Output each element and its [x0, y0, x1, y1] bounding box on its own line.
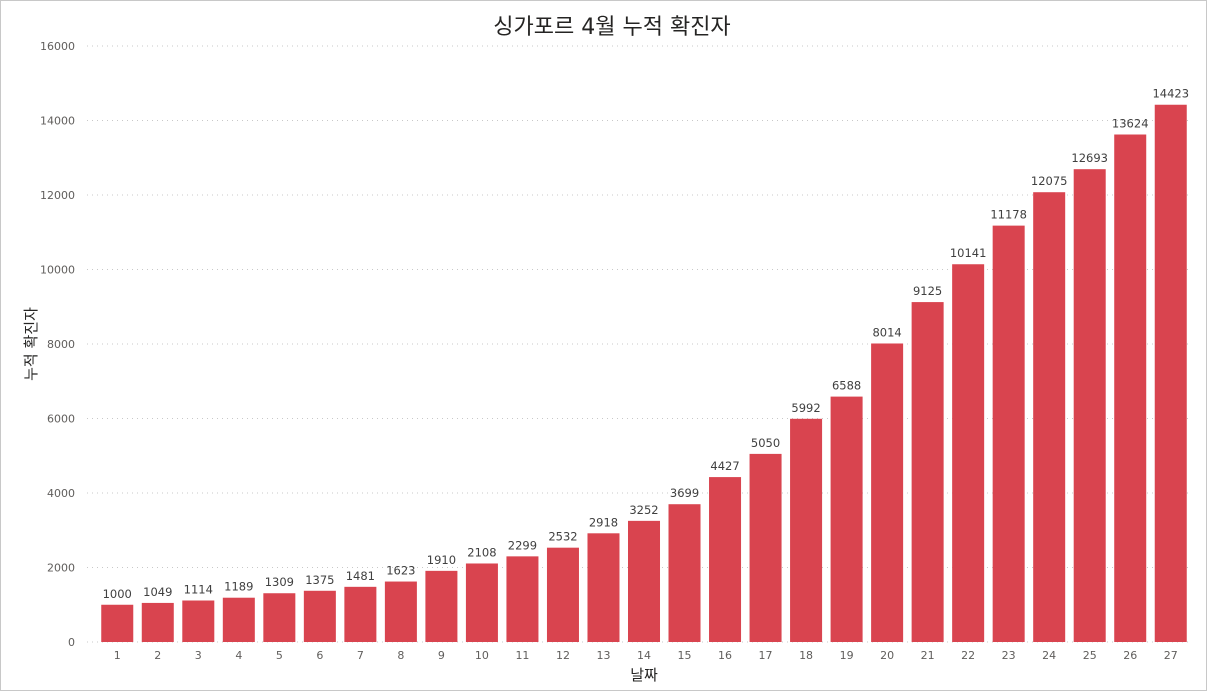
bar[interactable] — [587, 533, 620, 642]
x-tick-label: 2 — [154, 649, 161, 662]
data-label: 1309 — [265, 575, 294, 589]
x-tick-label: 27 — [1164, 649, 1178, 662]
data-label: 10141 — [950, 246, 987, 260]
data-label: 12693 — [1071, 151, 1108, 165]
bar[interactable] — [1033, 192, 1066, 642]
data-label: 2299 — [508, 538, 537, 552]
bar[interactable] — [182, 600, 215, 643]
data-label: 4427 — [710, 459, 739, 473]
bar[interactable] — [709, 477, 742, 642]
bar[interactable] — [101, 604, 134, 642]
x-tick-label: 9 — [438, 649, 445, 662]
y-tick-label: 0 — [68, 636, 75, 649]
data-label: 11178 — [990, 208, 1027, 222]
bar[interactable] — [141, 602, 174, 642]
y-tick-label: 14000 — [40, 115, 75, 128]
data-label: 1000 — [103, 587, 132, 601]
bar[interactable] — [506, 556, 539, 642]
bar[interactable] — [830, 396, 863, 642]
data-label: 1481 — [346, 569, 375, 583]
x-tick-label: 13 — [596, 649, 610, 662]
x-tick-label: 23 — [1002, 649, 1016, 662]
y-tick-label: 12000 — [40, 189, 75, 202]
bar[interactable] — [303, 590, 336, 642]
data-label: 14423 — [1152, 87, 1189, 101]
x-tick-label: 22 — [961, 649, 975, 662]
bar[interactable] — [425, 570, 458, 642]
data-label: 3699 — [670, 486, 699, 500]
data-label: 2108 — [467, 545, 496, 559]
bars — [101, 104, 1187, 643]
x-tick-label: 5 — [276, 649, 283, 662]
x-tick-label: 10 — [475, 649, 489, 662]
data-label: 1623 — [386, 564, 415, 578]
x-tick-label: 20 — [880, 649, 894, 662]
data-label: 1114 — [184, 583, 213, 597]
x-tick-label: 18 — [799, 649, 813, 662]
bar[interactable] — [222, 597, 255, 642]
data-label: 6588 — [832, 379, 861, 393]
data-label: 12075 — [1031, 174, 1068, 188]
bar[interactable] — [992, 225, 1025, 642]
chart-title: 싱가포르 4월 누적 확진자 — [493, 15, 730, 40]
data-label: 2532 — [548, 530, 577, 544]
bar[interactable] — [1154, 104, 1187, 643]
x-tick-label: 16 — [718, 649, 732, 662]
bar[interactable] — [790, 418, 823, 642]
x-tick-label: 1 — [114, 649, 121, 662]
data-label: 1375 — [305, 573, 334, 587]
bar[interactable] — [952, 264, 985, 642]
x-tick-label: 14 — [637, 649, 651, 662]
x-tick-label: 24 — [1042, 649, 1056, 662]
x-tick-label: 4 — [235, 649, 242, 662]
data-label: 5050 — [751, 436, 780, 450]
bar[interactable] — [871, 343, 904, 642]
x-tick-label: 17 — [759, 649, 773, 662]
y-axis-ticks: 0 2000 4000 6000 8000 10000 12000 14000 16000 — [40, 40, 75, 649]
bar[interactable] — [1073, 169, 1106, 642]
data-label: 9125 — [913, 284, 942, 298]
x-axis-title: 날짜 — [630, 666, 658, 684]
data-label: 1189 — [224, 580, 253, 594]
x-tick-label: 19 — [840, 649, 854, 662]
data-label: 1049 — [143, 585, 172, 599]
x-tick-label: 8 — [397, 649, 404, 662]
data-label: 13624 — [1112, 117, 1149, 131]
x-tick-label: 25 — [1083, 649, 1097, 662]
data-label: 3252 — [629, 503, 658, 517]
bar[interactable] — [465, 563, 498, 642]
y-tick-label: 2000 — [47, 562, 75, 575]
bar[interactable] — [749, 453, 782, 642]
x-tick-label: 15 — [678, 649, 692, 662]
data-label: 1910 — [427, 553, 456, 567]
x-tick-label: 6 — [316, 649, 323, 662]
data-label: 8014 — [872, 325, 901, 339]
bar[interactable] — [263, 593, 296, 642]
x-tick-label: 11 — [515, 649, 529, 662]
bar[interactable] — [668, 504, 701, 642]
bar[interactable] — [384, 581, 417, 642]
y-axis-title: 누적 확진자 — [22, 307, 40, 381]
x-tick-label: 7 — [357, 649, 364, 662]
bar[interactable] — [628, 520, 661, 642]
y-tick-label: 4000 — [47, 487, 75, 500]
y-tick-label: 8000 — [47, 338, 75, 351]
y-tick-label: 6000 — [47, 413, 75, 426]
x-tick-label: 26 — [1123, 649, 1137, 662]
bar[interactable] — [1114, 134, 1147, 642]
y-tick-label: 16000 — [40, 40, 75, 53]
x-tick-label: 21 — [921, 649, 935, 662]
x-axis-ticks: 1 2 3 4 5 6 7 8 9 10 11 12 13 14 15 16 17 18 19 20 21 22 23 24 2… — [114, 649, 1178, 662]
bar[interactable] — [546, 547, 579, 642]
data-labels: 1000 1049 1114 1189 1309 1375 1481 1623 1910 2108… — [103, 87, 1189, 601]
x-tick-label: 3 — [195, 649, 202, 662]
y-tick-label: 10000 — [40, 264, 75, 277]
data-label: 2918 — [589, 515, 618, 529]
bar[interactable] — [911, 302, 944, 642]
x-tick-label: 12 — [556, 649, 570, 662]
bar[interactable] — [344, 586, 377, 642]
data-label: 5992 — [791, 401, 820, 415]
